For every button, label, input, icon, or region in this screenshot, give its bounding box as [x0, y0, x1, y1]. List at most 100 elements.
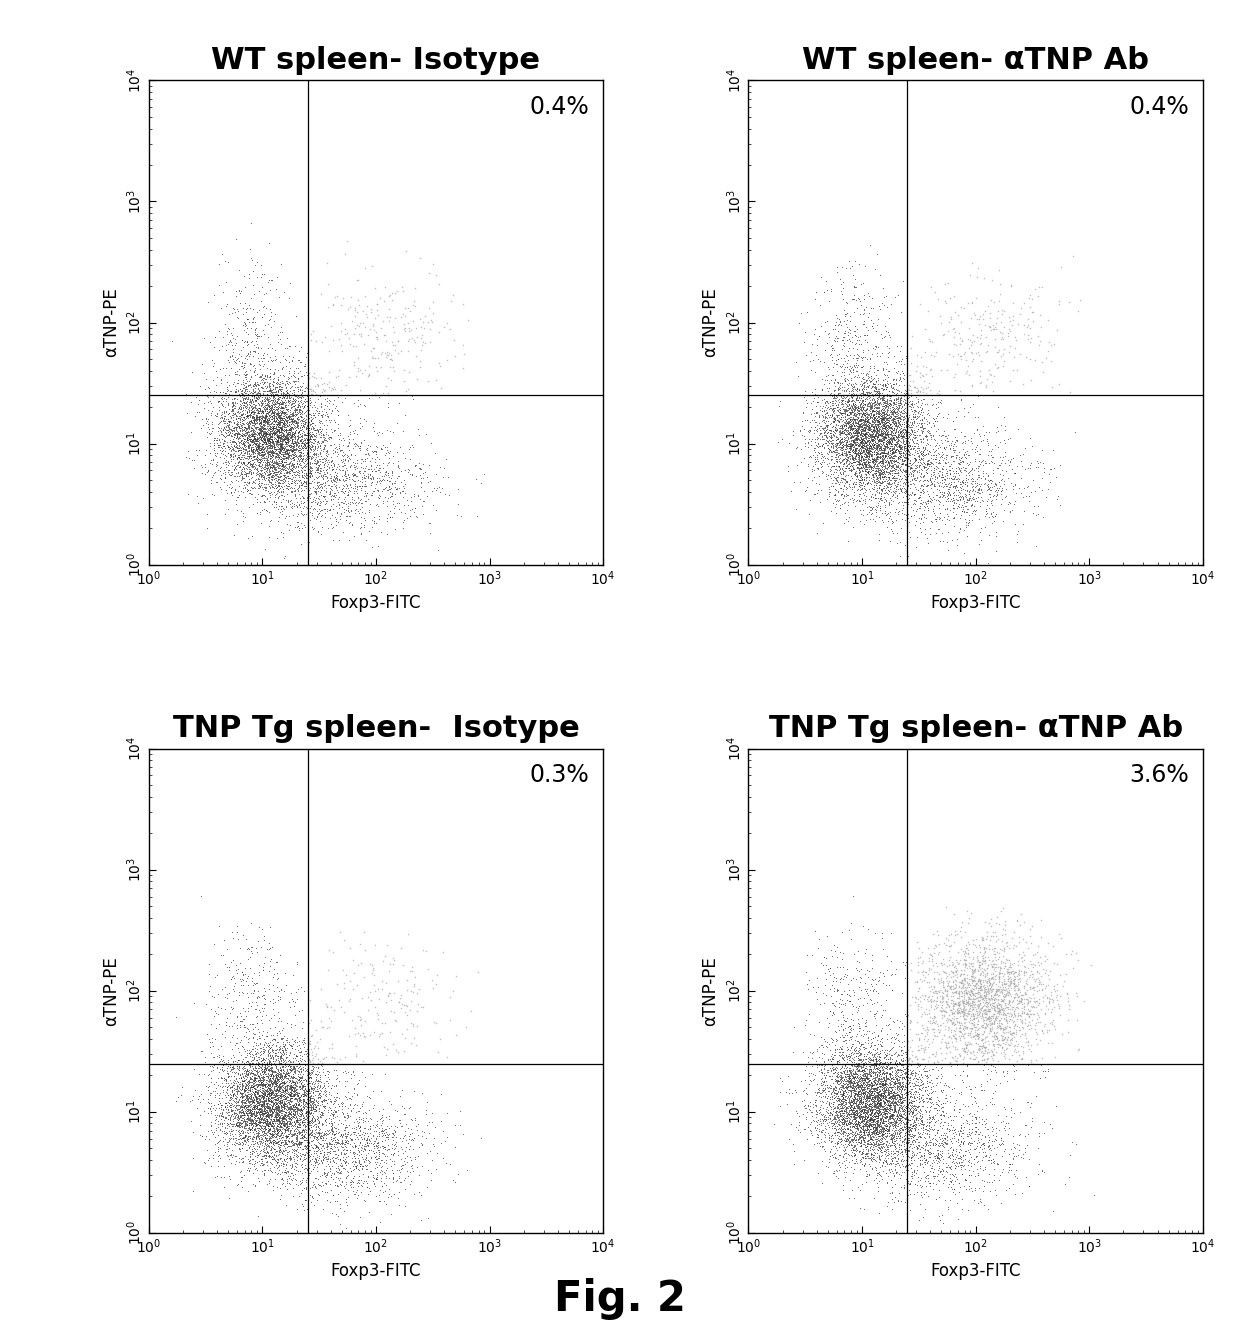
Point: [890, 1092, 910, 1114]
Point: [203, 449, 223, 470]
Point: [940, 460, 960, 481]
Point: [339, 1081, 358, 1103]
Point: [831, 1064, 851, 1085]
Point: [854, 1155, 874, 1177]
Point: [973, 994, 993, 1016]
Point: [188, 394, 208, 415]
Point: [284, 996, 304, 1017]
Point: [274, 1079, 294, 1100]
Point: [263, 1060, 283, 1081]
Point: [970, 1136, 990, 1158]
Point: [846, 444, 866, 465]
Point: [241, 1076, 260, 1097]
Point: [272, 1059, 291, 1080]
Point: [263, 453, 283, 474]
Point: [295, 429, 315, 450]
Point: [836, 1067, 856, 1088]
Point: [973, 927, 993, 949]
Point: [822, 1065, 842, 1087]
Point: [265, 421, 285, 442]
Point: [835, 980, 854, 1001]
Point: [864, 1089, 884, 1111]
Point: [242, 967, 262, 989]
Point: [244, 486, 264, 508]
Point: [241, 454, 260, 476]
Point: [250, 1068, 270, 1089]
Point: [863, 980, 883, 1001]
Point: [215, 382, 234, 403]
Point: [880, 489, 900, 511]
Point: [259, 1068, 279, 1089]
Point: [835, 1073, 854, 1095]
Point: [250, 1063, 270, 1084]
Point: [828, 314, 848, 335]
Point: [869, 1136, 889, 1158]
Point: [242, 462, 262, 484]
Point: [877, 434, 897, 456]
Point: [283, 436, 303, 457]
Point: [221, 465, 241, 486]
Point: [262, 1079, 281, 1100]
Point: [952, 998, 972, 1020]
Point: [889, 462, 909, 484]
Point: [270, 430, 290, 452]
Point: [293, 421, 312, 442]
Point: [284, 366, 304, 387]
Point: [866, 1158, 885, 1179]
Point: [920, 1087, 940, 1108]
Point: [295, 434, 315, 456]
Point: [284, 1164, 304, 1186]
Point: [253, 444, 273, 465]
Point: [223, 1085, 243, 1107]
Point: [836, 1114, 856, 1135]
Point: [286, 419, 306, 441]
Point: [978, 507, 998, 528]
Point: [976, 988, 996, 1009]
Point: [324, 1120, 343, 1142]
Point: [970, 977, 990, 998]
Point: [326, 1120, 346, 1142]
Point: [353, 1092, 373, 1114]
Point: [919, 1126, 939, 1147]
Point: [818, 373, 838, 394]
Point: [833, 414, 853, 436]
Point: [959, 515, 978, 536]
Point: [310, 1077, 330, 1099]
Point: [882, 382, 901, 403]
Point: [1018, 957, 1038, 978]
Point: [880, 1135, 900, 1156]
Point: [260, 511, 280, 532]
Point: [269, 1096, 289, 1118]
Point: [991, 1024, 1011, 1045]
Point: [976, 498, 996, 520]
Point: [982, 1030, 1002, 1052]
Point: [229, 280, 249, 302]
Point: [932, 1081, 952, 1103]
Point: [847, 1072, 867, 1093]
Point: [835, 418, 854, 440]
Point: [879, 1099, 899, 1120]
Point: [222, 407, 242, 429]
Point: [281, 1155, 301, 1177]
Point: [858, 429, 878, 450]
Point: [253, 367, 273, 389]
Point: [854, 1100, 874, 1122]
Point: [936, 1101, 956, 1123]
Point: [226, 954, 246, 976]
Point: [329, 436, 348, 457]
Point: [232, 1104, 252, 1126]
Point: [246, 1106, 265, 1127]
Point: [345, 1122, 365, 1143]
Point: [835, 1143, 854, 1164]
Point: [849, 442, 869, 464]
Point: [217, 334, 237, 355]
Point: [867, 438, 887, 460]
Point: [858, 395, 878, 417]
Point: [851, 410, 870, 431]
Point: [904, 474, 924, 496]
Point: [1049, 291, 1069, 312]
Point: [872, 1006, 892, 1028]
Point: [848, 390, 868, 411]
Point: [895, 1168, 915, 1190]
Point: [861, 417, 880, 438]
